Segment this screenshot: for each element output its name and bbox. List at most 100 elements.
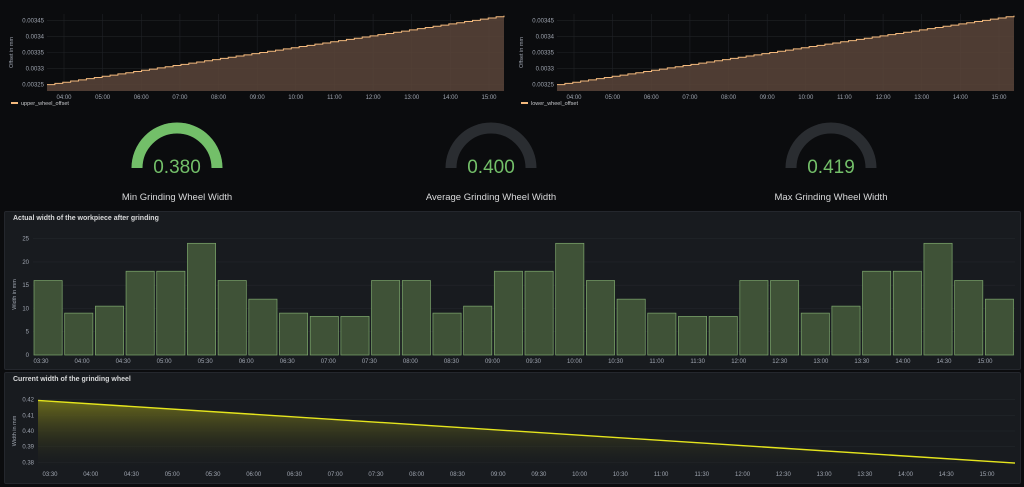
lower-offset-xtick-label: 06:00 [644, 95, 660, 101]
wheel-ytick-label: 0.42 [22, 398, 34, 404]
lower-offset-ytick-label: 0.0034 [536, 34, 555, 40]
bar [401, 280, 431, 356]
wheel-xtick-label: 04:00 [83, 472, 99, 478]
gauge-row: 0.380 Min Grinding Wheel Width 0.400 Averag… [4, 118, 1020, 206]
bar [217, 280, 247, 356]
bar-xtick-label: 08:00 [403, 359, 419, 365]
bar-xtick-label: 11:00 [649, 359, 664, 365]
gauges: 0.380 Min Grinding Wheel Width 0.400 Averag… [122, 122, 888, 203]
wheel-xtick-label: 14:30 [939, 472, 955, 478]
wheel-xtick-label: 06:30 [287, 472, 303, 478]
wheel-ytick-label: 0.40 [22, 429, 34, 435]
wheel-ytick-label: 0.39 [22, 445, 34, 451]
lower-offset-xtick-label: 09:00 [760, 95, 776, 101]
bar [647, 312, 677, 356]
bar-xtick-label: 05:30 [198, 359, 214, 365]
upper-offset-legend-label: upper_wheel_offset [21, 101, 69, 107]
gauge-title: Max Grinding Wheel Width [775, 192, 888, 203]
bar-xtick-label: 14:30 [936, 359, 952, 365]
lower-offset-ytick-label: 0.00325 [532, 83, 554, 89]
bar [95, 305, 124, 356]
wheel-width-title: Current width of the grinding wheel [13, 376, 131, 383]
gauge-fill [131, 122, 223, 169]
wheel-xtick-label: 06:00 [246, 472, 262, 478]
upper-offset-xtick-label: 05:00 [95, 95, 111, 101]
wheel-xtick-label: 07:30 [368, 472, 384, 478]
bar-xtick-label: 08:30 [444, 359, 460, 365]
bar-xtick-label: 06:00 [239, 359, 255, 365]
wheel-xtick-label: 08:30 [450, 472, 466, 478]
wheel-xtick-label: 05:00 [165, 472, 181, 478]
upper-offset-xtick-label: 11:00 [327, 95, 342, 101]
upper-offset-legend-swatch [11, 102, 18, 104]
gauge-value: 0.400 [467, 157, 515, 178]
bar [831, 305, 861, 356]
lower-offset-xtick-label: 04:00 [566, 95, 582, 101]
bar-ytick-label: 5 [26, 330, 30, 336]
lower-offset-xtick-label: 11:00 [837, 95, 852, 101]
bar-xtick-label: 09:00 [485, 359, 501, 365]
lower-offset-xtick-label: 08:00 [721, 95, 737, 101]
upper-offset-ytick-label: 0.00325 [22, 83, 44, 89]
bar-xtick-label: 15:00 [977, 359, 993, 365]
bar-ytick-label: 0 [26, 353, 30, 359]
lower-offset-xtick-label: 12:00 [876, 95, 892, 101]
bar [954, 280, 984, 356]
upper-offset-xtick-label: 15:00 [481, 95, 497, 101]
bar-xtick-label: 07:30 [362, 359, 378, 365]
lower-offset-ytick-label: 0.00335 [532, 51, 554, 57]
wheel-xtick-label: 03:30 [42, 472, 58, 478]
wheel-width-panel: Current width of the grinding wheel 0.38… [4, 372, 1021, 484]
wheel-xtick-label: 08:00 [409, 472, 425, 478]
gauge-track [445, 122, 537, 169]
bar [708, 316, 738, 356]
upper-offset-xtick-label: 10:00 [288, 95, 304, 101]
bar [800, 312, 830, 356]
wheel-xtick-label: 12:30 [776, 472, 792, 478]
bar-xtick-label: 03:30 [33, 359, 49, 365]
bar-xtick-label: 06:30 [280, 359, 296, 365]
bar [555, 242, 585, 356]
gauge-title: Average Grinding Wheel Width [426, 192, 556, 203]
bar [984, 298, 1014, 356]
lower-offset-legend-label: lower_wheel_offset [531, 101, 578, 107]
lower-offset-xtick-label: 15:00 [991, 95, 1007, 101]
upper-offset-xtick-label: 06:00 [134, 95, 150, 101]
lower-offset-xtick-label: 07:00 [682, 95, 698, 101]
bar [432, 312, 462, 356]
bar-xtick-label: 10:30 [608, 359, 624, 365]
bar [493, 270, 523, 356]
wheel-xtick-label: 11:00 [654, 472, 669, 478]
wheel-xtick-label: 09:30 [531, 472, 547, 478]
gauge-value: 0.380 [153, 157, 201, 178]
upper-offset-line [47, 15, 505, 86]
lower-offset-area [557, 15, 1014, 92]
upper-offset-chart: 0.00325 0.0033 0.00335 0.0034 0.00345 04:00 05… [9, 14, 505, 107]
wheel-xtick-label: 09:00 [491, 472, 507, 478]
lower-offset-line [557, 15, 1015, 86]
upper-offset-xtick-label: 04:00 [56, 95, 72, 101]
bar [739, 280, 769, 356]
wheel-line [37, 399, 1016, 464]
bar [586, 280, 615, 356]
upper-offset-xtick-label: 14:00 [443, 95, 459, 101]
bar-xtick-label: 04:30 [116, 359, 132, 365]
lower-offset-panel: 0.00325 0.0033 0.00335 0.0034 0.00345 04:00 05… [514, 6, 1020, 114]
upper-offset-ylabel: Offset in mm [9, 37, 15, 68]
workpiece-width-panel: Actual width of the workpiece after grin… [4, 211, 1021, 370]
bar-xtick-label: 07:00 [321, 359, 337, 365]
wheel-xtick-label: 13:30 [857, 472, 873, 478]
lower-offset-legend-swatch [521, 102, 528, 104]
lower-offset-chart: 0.00325 0.0033 0.00335 0.0034 0.00345 04:00 05… [519, 14, 1015, 107]
bar [64, 312, 94, 356]
wheel-ylabel: Width in mm [12, 415, 18, 446]
lower-offset-xtick-label: 14:00 [953, 95, 969, 101]
lower-offset-ytick-label: 0.00345 [532, 18, 554, 24]
bar [371, 280, 401, 356]
bar-xtick-label: 10:00 [567, 359, 583, 365]
upper-offset-xtick-label: 09:00 [250, 95, 266, 101]
bar-xtick-label: 13:00 [813, 359, 829, 365]
bar [892, 270, 922, 356]
upper-offset-ytick-label: 0.0033 [26, 67, 45, 73]
upper-offset-ytick-label: 0.0034 [26, 34, 45, 40]
